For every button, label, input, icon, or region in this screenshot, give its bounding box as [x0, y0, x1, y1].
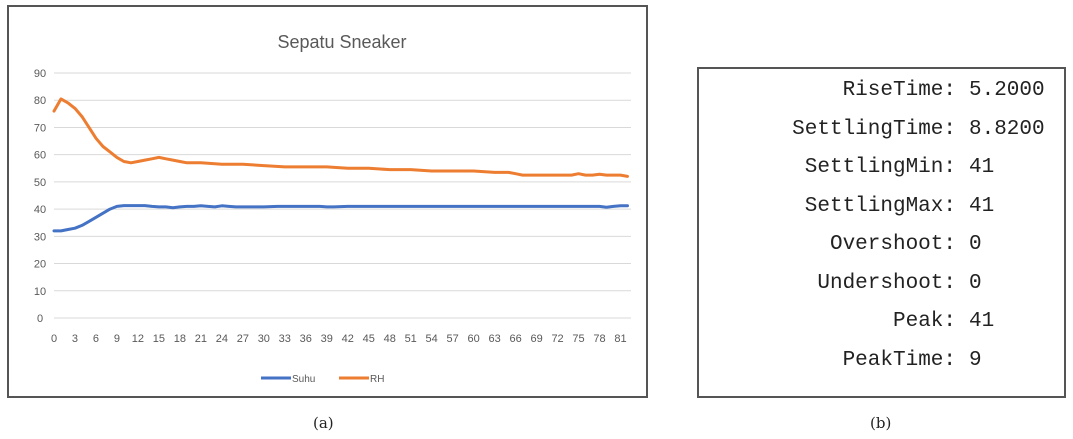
- y-tick-label: 60: [34, 150, 46, 162]
- y-tick-label: 80: [34, 95, 46, 107]
- x-tick-label: 6: [93, 333, 99, 345]
- x-tick-label: 75: [572, 333, 584, 345]
- x-tick-label: 18: [174, 333, 186, 345]
- x-tick-label: 72: [551, 333, 563, 345]
- x-axis-ticks: 0 3 6 9 12 15 18 21 24 27 30 33 36 39 42 45 48 51 54 57 60 63…: [51, 333, 627, 345]
- stat-value: 41: [969, 310, 995, 333]
- y-tick-label: 40: [34, 204, 46, 216]
- stat-value: 0: [969, 271, 982, 295]
- grid-layer: [54, 72, 631, 319]
- y-tick-label: 0: [37, 313, 43, 325]
- x-tick-label: 60: [468, 333, 480, 345]
- x-tick-label: 66: [509, 333, 521, 345]
- stats-panel: RiseTime: 5.2000 SettlingTime: 8.8200 Settli…: [697, 67, 1066, 398]
- stat-name: Undershoot:: [817, 271, 956, 295]
- stat-name: SettlingMin:: [804, 156, 956, 179]
- legend-label-suhu: Suhu: [292, 374, 315, 385]
- y-tick-label: 90: [34, 68, 46, 80]
- stat-name: Overshoot:: [829, 233, 956, 256]
- stat-row: SettlingTime: 8.8200: [699, 118, 1064, 148]
- x-tick-label: 15: [153, 333, 165, 345]
- y-tick-label: 70: [34, 122, 46, 134]
- stat-row: RiseTime: 5.2000: [699, 79, 1064, 109]
- series-line-suhu: [52, 204, 629, 233]
- series-layer: [52, 97, 629, 233]
- x-tick-label: 39: [321, 333, 333, 345]
- chart-title: Sepatu Sneaker: [277, 32, 406, 52]
- x-tick-label: 57: [447, 333, 459, 345]
- x-tick-label: 63: [488, 333, 500, 345]
- x-tick-label: 54: [426, 333, 438, 345]
- caption-a: (a): [313, 414, 334, 432]
- y-tick-label: 20: [34, 259, 46, 271]
- stat-value: 41: [969, 194, 995, 218]
- x-tick-label: 21: [195, 333, 207, 345]
- x-tick-label: 3: [72, 333, 78, 345]
- stat-value: 8.8200: [969, 117, 1045, 141]
- x-tick-label: 33: [279, 333, 291, 345]
- y-axis-ticks: 0 10 20 30 40 50 60 70 80 90: [34, 68, 46, 325]
- stat-row: Peak: 41: [699, 310, 1064, 340]
- x-tick-label: 51: [405, 333, 417, 345]
- legend-label-rh: RH: [370, 374, 384, 385]
- stat-row: SettlingMin: 41: [699, 156, 1064, 186]
- y-tick-label: 10: [34, 286, 46, 298]
- y-tick-label: 30: [34, 231, 46, 243]
- x-tick-label: 12: [132, 333, 144, 345]
- x-tick-label: 36: [300, 333, 312, 345]
- stat-row: SettlingMax: 41: [699, 195, 1064, 225]
- stat-name: Peak:: [892, 310, 956, 333]
- stat-name: SettlingTime:: [792, 117, 956, 141]
- stat-name: SettlingMax:: [804, 194, 956, 218]
- series-line-rh: [52, 97, 629, 178]
- x-tick-label: 30: [258, 333, 270, 345]
- x-tick-label: 42: [342, 333, 354, 345]
- caption-b: (b): [870, 414, 892, 432]
- x-tick-label: 78: [593, 333, 605, 345]
- x-tick-label: 9: [114, 333, 120, 345]
- stat-row: Overshoot: 0: [699, 233, 1064, 263]
- x-tick-label: 81: [614, 333, 626, 345]
- x-tick-label: 0: [51, 333, 57, 345]
- y-tick-label: 50: [34, 177, 46, 189]
- stat-value: 9: [969, 348, 982, 372]
- stat-name: PeakTime:: [842, 348, 956, 372]
- stat-row: PeakTime: 9: [699, 349, 1064, 379]
- x-tick-label: 24: [216, 333, 228, 345]
- x-tick-label: 27: [237, 333, 249, 345]
- stat-value: 0: [969, 233, 982, 256]
- stat-value: 5.2000: [969, 79, 1045, 102]
- stat-name: RiseTime:: [842, 79, 956, 102]
- x-tick-label: 48: [384, 333, 396, 345]
- legend: Suhu RH: [261, 374, 384, 385]
- stat-row: Undershoot: 0: [699, 272, 1064, 302]
- stat-value: 41: [969, 156, 995, 179]
- x-tick-label: 45: [363, 333, 375, 345]
- x-tick-label: 69: [530, 333, 542, 345]
